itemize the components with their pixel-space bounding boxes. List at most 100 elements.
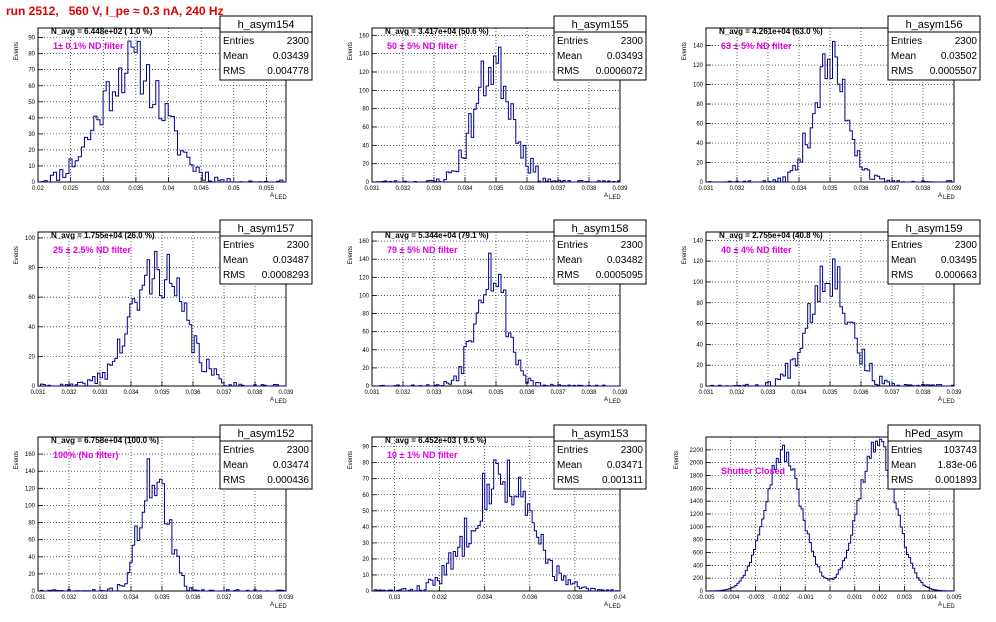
stats-title: h_asym157 [238,223,295,235]
stats-value: 2300 [955,36,978,47]
stats-value: 0.000436 [267,475,309,486]
y-tick-label: 140 [693,44,704,50]
y-tick-label: 120 [25,486,36,492]
y-axis-label: Events [682,42,688,60]
x-tick-label: 0.036 [853,390,869,396]
stats-key: RMS [557,66,580,77]
navg-label: N_avg = 5.344e+04 (79.1 %) [385,231,489,240]
stats-box: h_asym152 Entries 2300 Mean 0.03474 RMS 0.0004… [219,424,313,490]
stats-box: hPed_asym Entries 103743 Mean 1.83e-06 RMS 0.0… [887,424,981,490]
x-tick-label: 0.036 [519,390,535,396]
x-tick-label: 0.037 [550,186,566,192]
x-axis-label: A [604,602,608,608]
stats-value: 0.03471 [607,460,644,471]
stats-key: RMS [223,270,246,281]
filter-label: 1± 0.1% ND filter [53,41,124,51]
stats-value: 0.0008293 [262,270,310,281]
y-tick-label: 60 [28,295,35,301]
histogram-line [38,458,287,592]
stats-frame [219,15,313,81]
stats-title: h_asym153 [572,428,629,440]
y-tick-label: 30 [28,132,35,138]
x-tick-label: -0.002 [772,595,790,601]
x-tick-label: 0.034 [457,186,473,192]
filter-label: 40 ± 4% ND filter [721,245,792,255]
stats-key: Mean [223,255,248,266]
y-tick-label: 20 [696,363,703,369]
y-tick-label: 0 [32,589,36,595]
y-tick-label: 20 [362,366,369,372]
stats-value: 0.03502 [941,51,978,62]
y-tick-label: 100 [25,236,36,242]
y-tick-label: 80 [362,461,369,467]
x-tick-label: 0.038 [915,186,931,192]
y-tick-label: 60 [362,330,369,336]
histogram-line [372,252,620,387]
x-tick-label: 0.034 [477,595,493,601]
stats-key: Mean [891,460,916,471]
x-tick-label: -0.003 [747,595,765,601]
y-tick-label: 120 [693,63,704,69]
y-tick-label: 40 [696,342,703,348]
y-tick-label: 80 [28,521,35,527]
y-tick-label: 0 [700,180,704,186]
x-axis-label-sub: LED [609,604,621,610]
y-tick-label: 80 [696,301,703,307]
x-axis-label-sub: LED [275,399,287,405]
stats-key: RMS [557,475,580,486]
stats-value: 2300 [955,240,978,251]
stats-key: Entries [223,445,254,456]
stats-key: Entries [557,36,588,47]
y-axis-label: Events [674,451,680,469]
histogram-line [706,40,955,183]
y-axis-label: Events [348,246,354,264]
x-tick-label: 0.036 [519,186,535,192]
x-tick-label: 0.03 [97,186,109,192]
filter-label: 50 ± 5% ND filter [387,41,458,51]
y-tick-label: 70 [28,68,35,74]
y-tick-label: 20 [28,354,35,360]
stats-key: RMS [891,66,914,77]
stats-frame [553,219,647,285]
stats-key: Mean [223,460,248,471]
stats-title: h_asym154 [238,19,295,31]
x-tick-label: 0.031 [30,390,46,396]
stats-title: h_asym155 [572,19,629,31]
panel-h_asym157: 0.031 0.032 0.033 0.034 0.035 0.036 0.037 0.038… [14,219,313,405]
y-tick-label: 120 [693,259,704,265]
filter-label: 25 ± 2.5% ND filter [53,245,131,255]
panel-h_asym159: 0.031 0.032 0.033 0.034 0.035 0.036 0.037 0.038… [682,219,981,405]
y-tick-label: 40 [28,325,35,331]
stats-key: Mean [557,460,582,471]
x-tick-label: 0.038 [581,186,597,192]
y-tick-label: 40 [362,525,369,531]
y-tick-label: 0 [366,384,370,390]
x-axis-label: A [938,193,942,199]
y-tick-label: 1800 [690,474,704,480]
x-tick-label: 0.001 [847,595,863,601]
stats-key: Entries [891,445,922,456]
stats-title: h_asym156 [906,19,963,31]
stats-title: h_asym158 [572,223,629,235]
y-tick-label: 160 [25,452,36,458]
y-axis-label: Events [14,42,20,60]
y-tick-label: 2000 [690,461,704,467]
x-tick-label: 0.037 [884,390,900,396]
x-tick-label: 0.003 [897,595,913,601]
y-tick-label: 60 [362,125,369,131]
navg-label: N_avg = 3.417e+04 (50.6 %) [385,27,489,36]
stats-value: 0.03487 [273,255,310,266]
x-tick-label: 0.036 [522,595,538,601]
x-tick-label: 0.038 [581,390,597,396]
panel-h_asym154: 0.02 0.025 0.03 0.035 0.04 0.045 0.05 0.055 0 10 2… [14,15,313,201]
x-tick-label: 0.032 [395,390,411,396]
filter-label: 100% (No filter) [53,450,119,460]
stats-frame [219,219,313,285]
stats-value: 0.03439 [273,51,310,62]
stats-key: RMS [223,66,246,77]
x-tick-label: 0.035 [154,390,170,396]
x-tick-label: 0.038 [915,390,931,396]
stats-value: 0.0006072 [596,66,644,77]
stats-key: Entries [891,36,922,47]
